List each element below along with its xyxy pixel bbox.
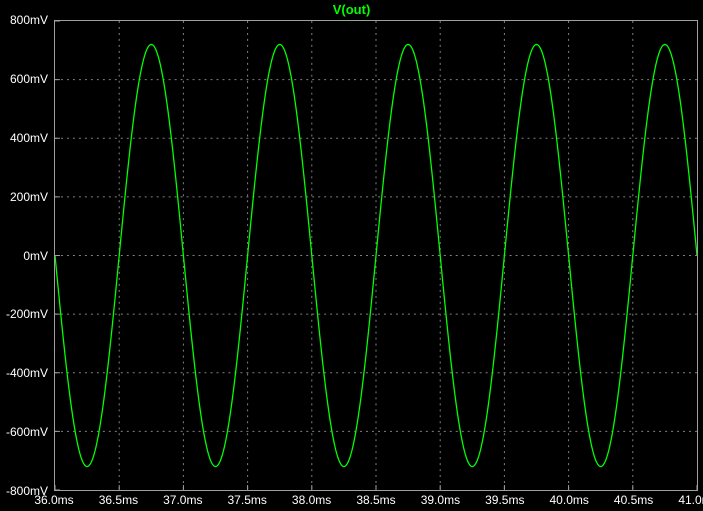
x-tick-label: 37.5ms xyxy=(228,493,267,507)
x-tick-label: 36.5ms xyxy=(99,493,138,507)
trace-label: V(out) xyxy=(333,2,371,17)
x-tick-label: 38.5ms xyxy=(356,493,395,507)
plot-svg xyxy=(55,21,697,490)
y-tick-label: -400mV xyxy=(6,366,48,380)
x-tick-label: 37.0ms xyxy=(163,493,202,507)
chart-container: V(out) 800mV 600mV 400mV 200mV 0mV -200mV -400… xyxy=(0,0,703,511)
y-tick-label: -200mV xyxy=(6,307,48,321)
plot-area xyxy=(54,20,698,491)
x-tick-label: 40.5ms xyxy=(614,493,653,507)
x-tick-label: 39.5ms xyxy=(485,493,524,507)
x-tick-label: 41.0ms xyxy=(678,493,703,507)
y-tick-label: 200mV xyxy=(10,190,48,204)
y-tick-label: 400mV xyxy=(10,131,48,145)
y-axis-labels: 800mV 600mV 400mV 200mV 0mV -200mV -400mV -600m… xyxy=(0,0,52,511)
x-axis-labels: 36.0ms 36.5ms 37.0ms 37.5ms 38.0ms 38.5ms 39.0… xyxy=(0,491,703,509)
x-tick-label: 38.0ms xyxy=(292,493,331,507)
x-tick-label: 36.0ms xyxy=(34,493,73,507)
x-tick-label: 39.0ms xyxy=(421,493,460,507)
y-tick-label: 0mV xyxy=(23,249,48,263)
y-tick-label: -600mV xyxy=(6,425,48,439)
y-tick-label: 800mV xyxy=(10,13,48,27)
y-tick-label: 600mV xyxy=(10,72,48,86)
x-tick-label: 40.0ms xyxy=(550,493,589,507)
